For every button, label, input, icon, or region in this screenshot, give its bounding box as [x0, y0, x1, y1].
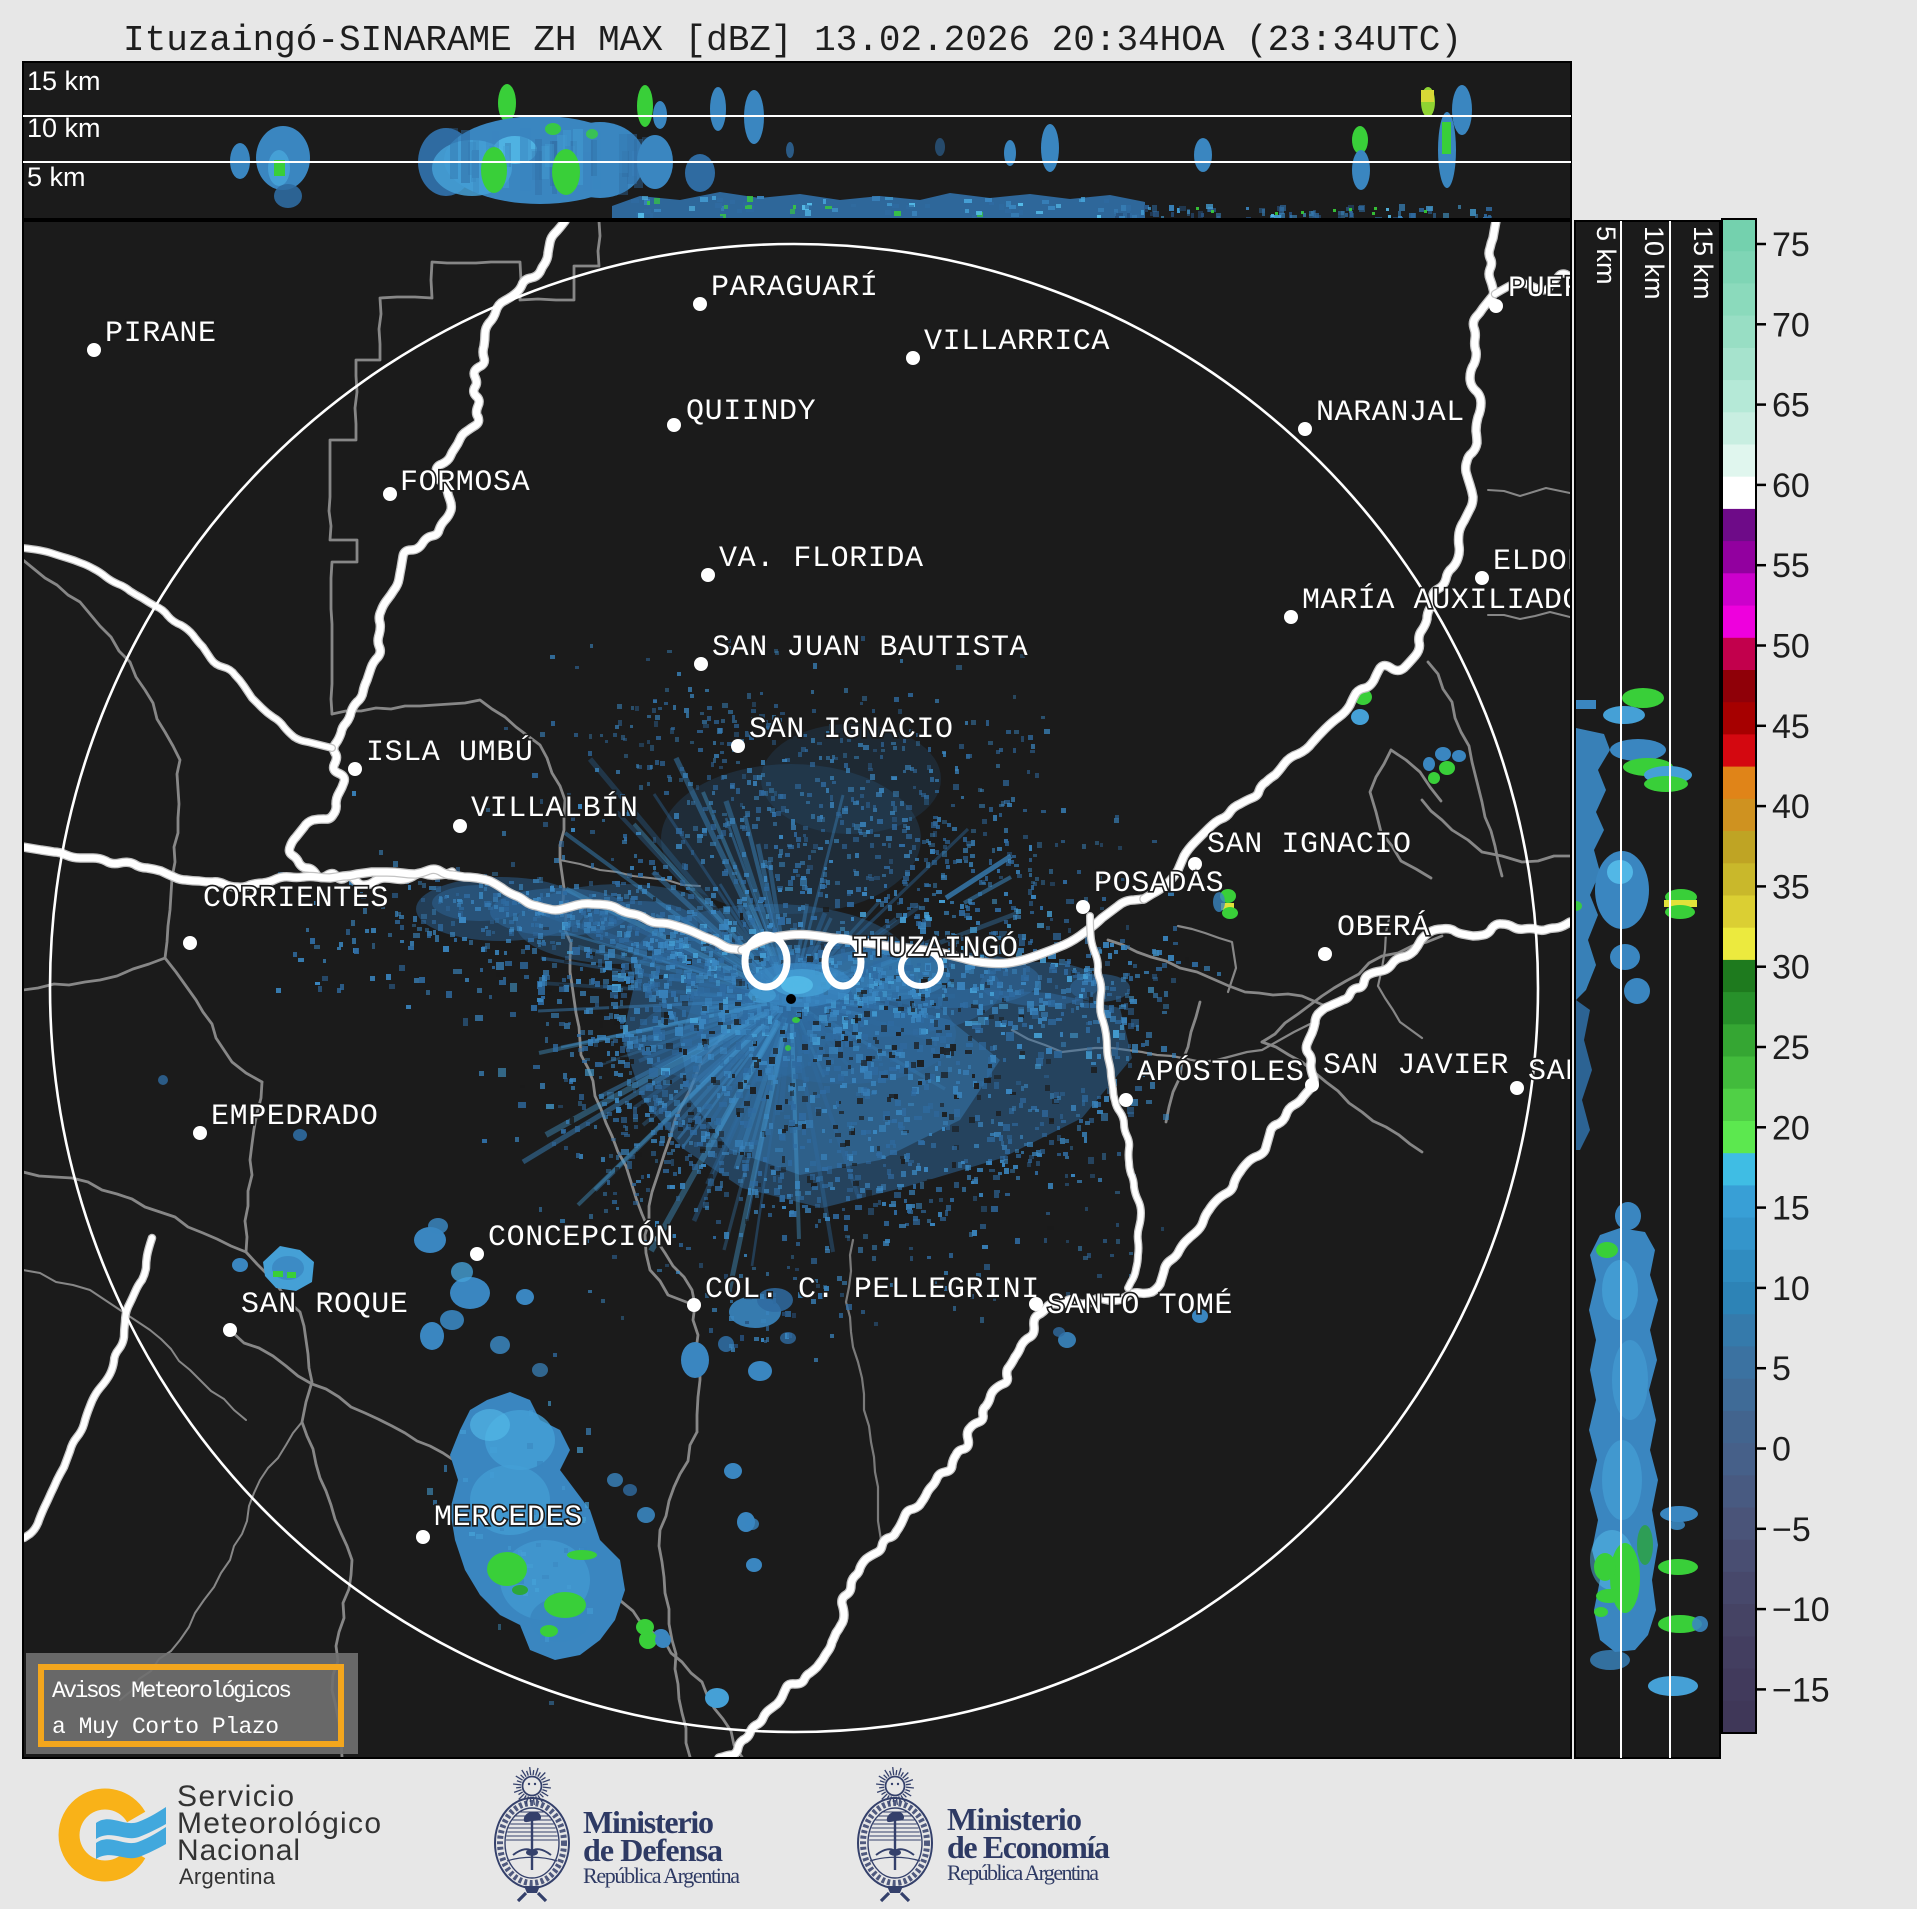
- svg-text:5 km: 5 km: [27, 162, 86, 192]
- svg-text:40: 40: [1772, 788, 1810, 826]
- svg-text:SAN JUAN BAUTISTA: SAN JUAN BAUTISTA: [712, 631, 1028, 665]
- svg-text:20: 20: [1772, 1109, 1810, 1147]
- svg-text:Ministerio: Ministerio: [947, 1801, 1082, 1837]
- svg-text:35: 35: [1772, 868, 1810, 906]
- svg-text:República Argentina: República Argentina: [947, 1860, 1099, 1885]
- svg-text:ITUZAINGÓ: ITUZAINGÓ: [851, 931, 1018, 966]
- svg-text:SAN ROQUE: SAN ROQUE: [241, 1288, 408, 1322]
- svg-text:55: 55: [1772, 547, 1810, 585]
- svg-text:de Economía: de Economía: [947, 1829, 1110, 1865]
- svg-text:SAN IGNACIO: SAN IGNACIO: [749, 713, 954, 747]
- svg-text:15: 15: [1772, 1190, 1810, 1228]
- svg-text:−10: −10: [1772, 1591, 1830, 1629]
- svg-text:SAN VICENTE: SAN VICENTE: [1528, 1055, 1733, 1089]
- svg-text:NARANJAL: NARANJAL: [1316, 396, 1465, 430]
- svg-text:−5: −5: [1772, 1511, 1811, 1549]
- svg-text:10 km: 10 km: [27, 113, 101, 143]
- svg-text:MERCEDES: MERCEDES: [434, 1501, 583, 1535]
- svg-text:Servicio: Servicio: [177, 1780, 294, 1813]
- svg-text:PUERTO RICO: PUERTO RICO: [1508, 272, 1713, 306]
- svg-text:Nacional: Nacional: [177, 1834, 300, 1867]
- svg-text:República Argentina: República Argentina: [583, 1863, 740, 1888]
- svg-text:a Muy Corto Plazo: a Muy Corto Plazo: [52, 1714, 279, 1740]
- svg-text:POSADAS: POSADAS: [1094, 867, 1224, 901]
- svg-text:70: 70: [1772, 306, 1810, 344]
- svg-text:CORRIENTES: CORRIENTES: [203, 882, 389, 916]
- svg-text:5 km: 5 km: [1591, 226, 1621, 285]
- svg-text:ELDORADO: ELDORADO: [1493, 545, 1642, 579]
- svg-text:ISLA UMBÚ: ISLA UMBÚ: [366, 735, 533, 770]
- svg-text:VILLALBÍN: VILLALBÍN: [471, 791, 638, 826]
- svg-text:PIRANE: PIRANE: [105, 317, 217, 351]
- svg-text:SAN JAVIER: SAN JAVIER: [1323, 1049, 1509, 1083]
- svg-text:PARAGUARÍ: PARAGUARÍ: [711, 270, 878, 305]
- svg-text:65: 65: [1772, 387, 1810, 425]
- svg-text:EMPEDRADO: EMPEDRADO: [211, 1100, 378, 1134]
- svg-text:Avisos Meteorológicos: Avisos Meteorológicos: [52, 1678, 292, 1704]
- svg-text:VA. FLORIDA: VA. FLORIDA: [719, 542, 924, 576]
- svg-text:OBERÁ: OBERÁ: [1337, 910, 1430, 945]
- svg-text:SANTO TOMÉ: SANTO TOMÉ: [1047, 1288, 1233, 1323]
- svg-text:COL. C. PELLEGRINI: COL. C. PELLEGRINI: [705, 1273, 1040, 1307]
- svg-text:Ministerio: Ministerio: [583, 1804, 714, 1840]
- svg-text:QUIINDY: QUIINDY: [686, 395, 816, 429]
- svg-text:5: 5: [1772, 1350, 1791, 1388]
- svg-text:60: 60: [1772, 467, 1810, 505]
- svg-text:15 km: 15 km: [1688, 226, 1718, 300]
- svg-text:Argentina: Argentina: [179, 1864, 276, 1889]
- svg-text:10 km: 10 km: [1639, 226, 1669, 300]
- svg-text:75: 75: [1772, 226, 1810, 264]
- svg-text:10: 10: [1772, 1270, 1810, 1308]
- svg-text:MARÍA AUXILIADORA: MARÍA AUXILIADORA: [1302, 583, 1618, 618]
- svg-text:VILLARRICA: VILLARRICA: [924, 325, 1110, 359]
- svg-text:FORMOSA: FORMOSA: [400, 466, 530, 500]
- svg-text:25: 25: [1772, 1029, 1810, 1067]
- svg-text:50: 50: [1772, 628, 1810, 666]
- svg-text:Ituzaingó-SINARAME ZH MAX [dBZ: Ituzaingó-SINARAME ZH MAX [dBZ] 13.02.20…: [123, 20, 1462, 61]
- svg-text:45: 45: [1772, 708, 1810, 746]
- svg-text:30: 30: [1772, 949, 1810, 987]
- svg-text:de Defensa: de Defensa: [583, 1832, 723, 1868]
- svg-text:15 km: 15 km: [27, 66, 101, 96]
- svg-text:0: 0: [1772, 1431, 1791, 1469]
- svg-text:CONCEPCIÓN: CONCEPCIÓN: [488, 1220, 674, 1255]
- svg-text:−15: −15: [1772, 1671, 1830, 1709]
- svg-text:SAN IGNACIO: SAN IGNACIO: [1207, 828, 1412, 862]
- svg-text:APÓSTOLES: APÓSTOLES: [1137, 1055, 1304, 1090]
